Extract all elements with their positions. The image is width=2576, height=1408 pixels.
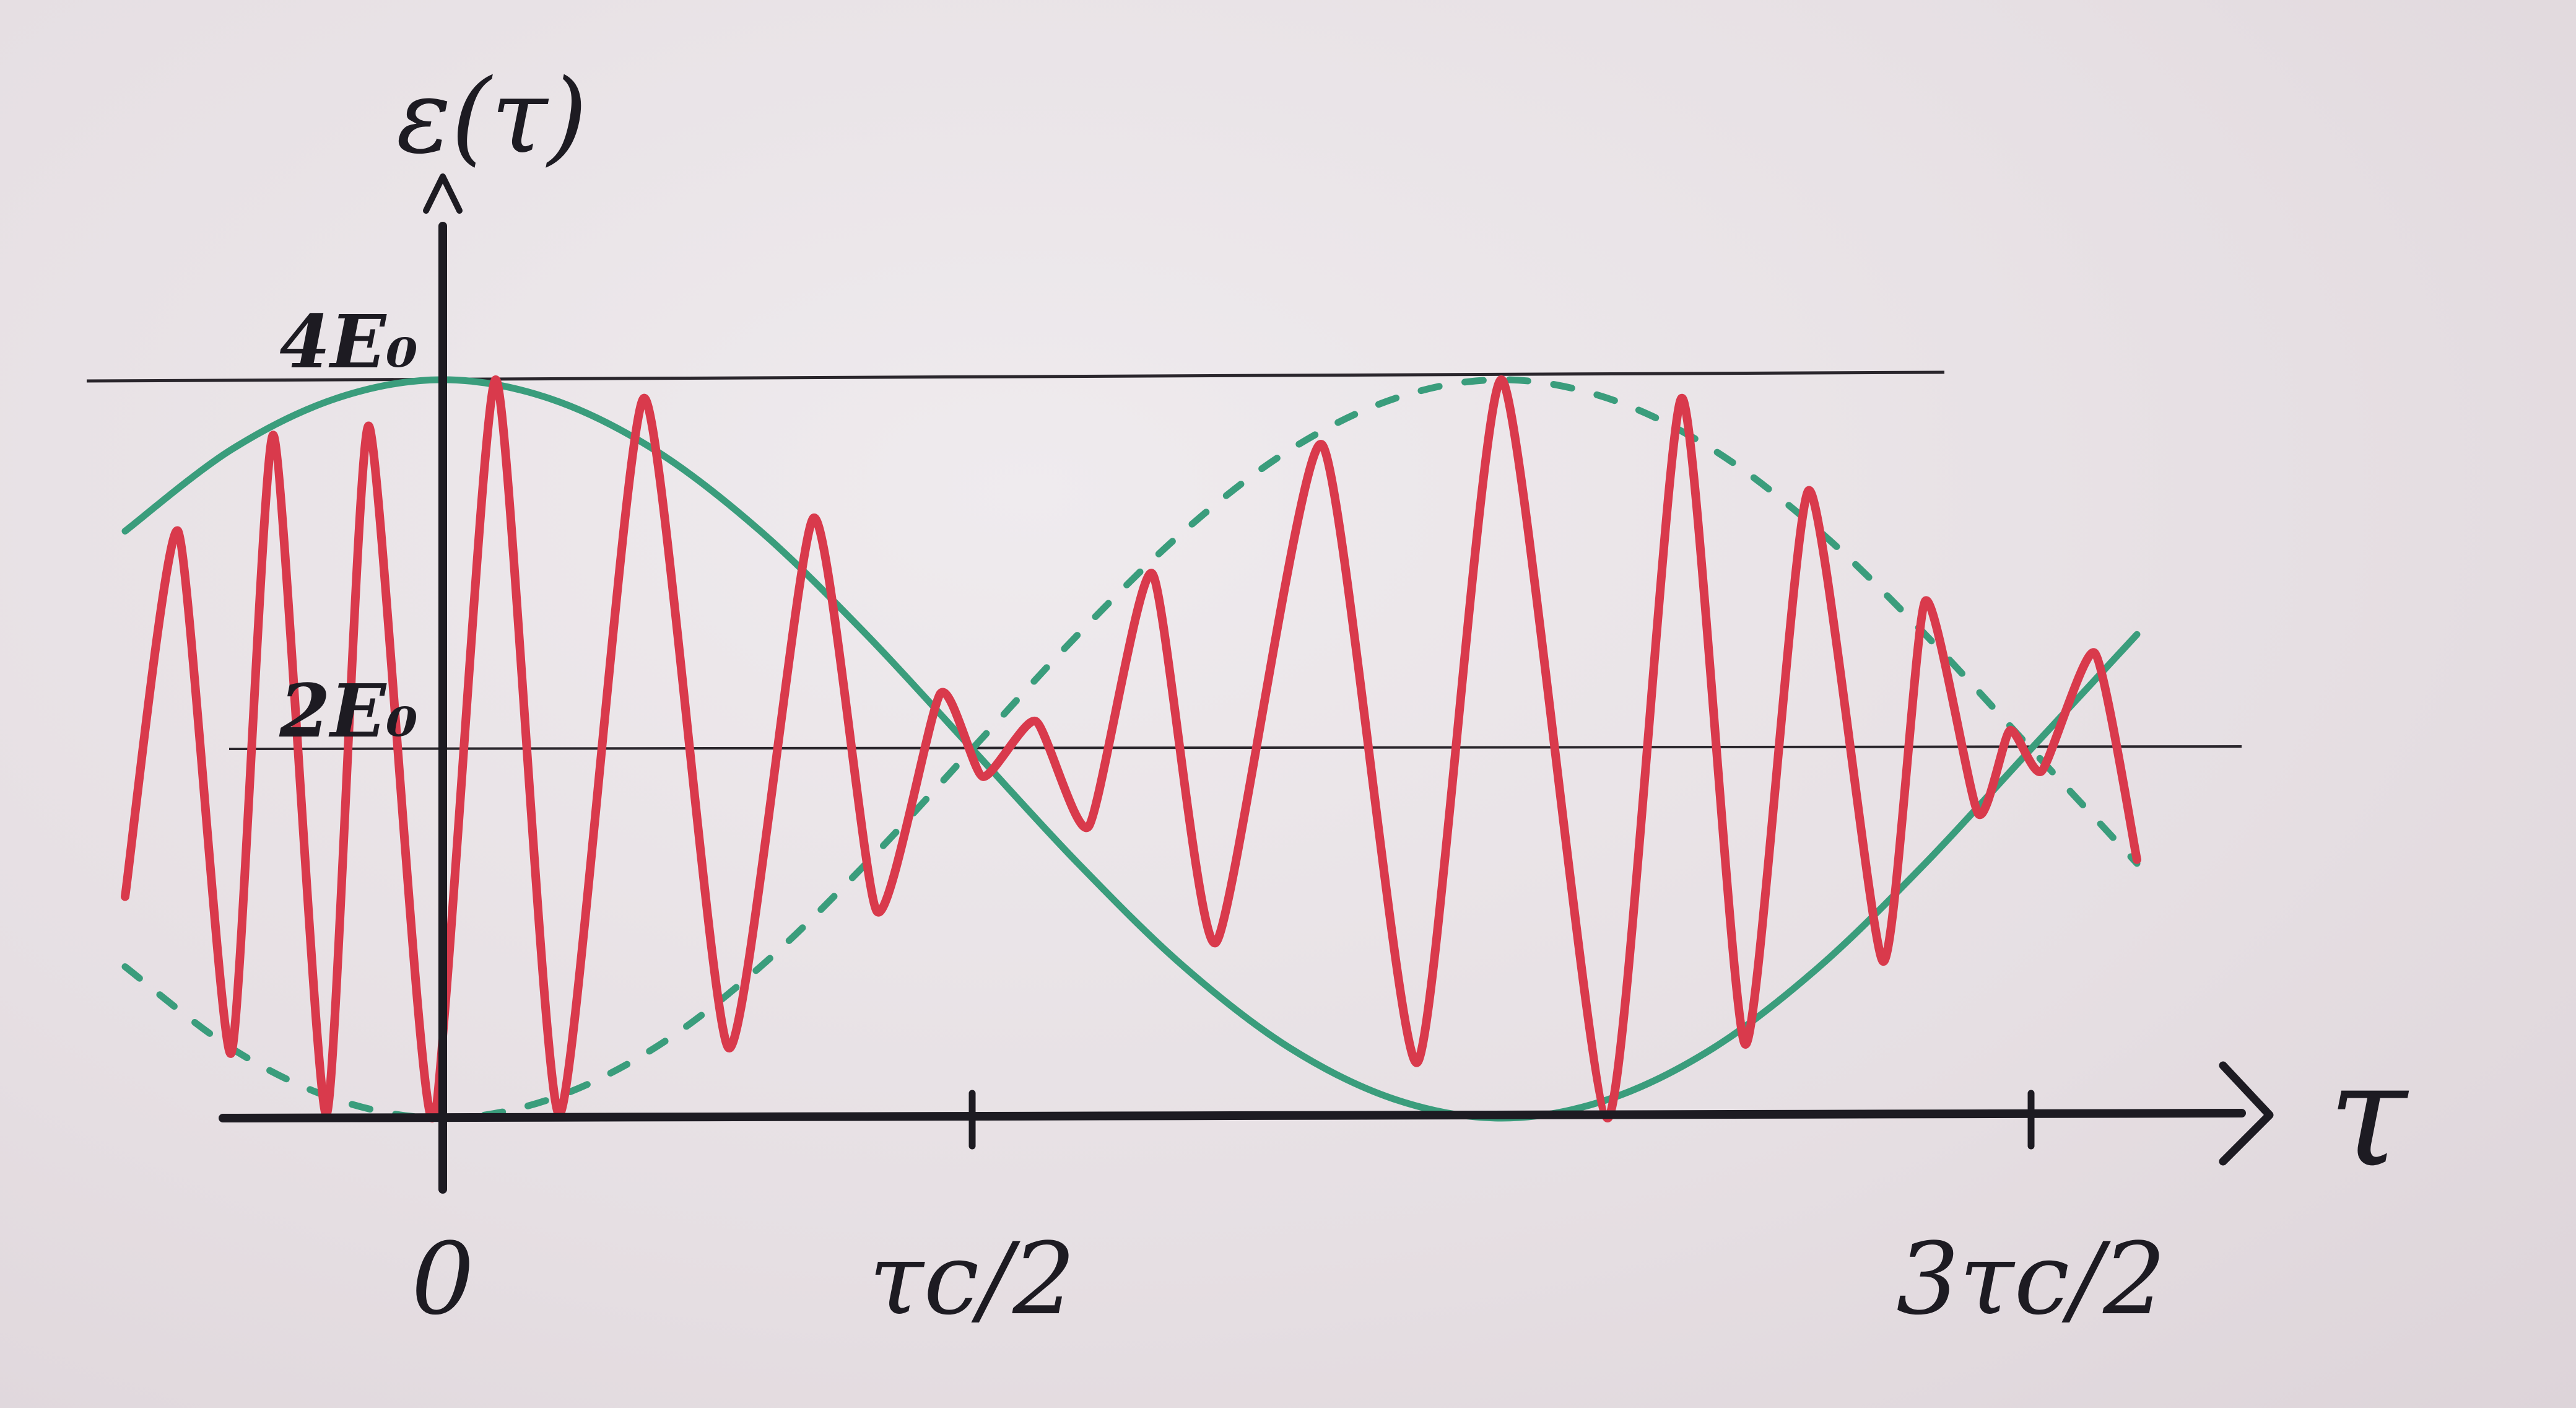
tick-labels: 0 τc/2 3τc/2 2E₀ 4E₀: [279, 299, 2166, 1337]
reference-line-4e0: [86, 370, 1945, 383]
x-tick-label: τc/2: [869, 1221, 1076, 1337]
signal-line: [121, 375, 2141, 1123]
x-tick-label: 3τc/2: [1896, 1221, 2166, 1337]
x-axis-line: [219, 1109, 2246, 1122]
x-tick-label: 0: [411, 1221, 474, 1337]
y-axis-arrowhead: [423, 173, 463, 214]
envelope-upper-line: [121, 376, 2141, 1122]
axis-labels: ε(τ) τ: [396, 57, 2409, 1199]
envelope-lower-line: [121, 376, 2141, 1122]
envelope-curves: [121, 376, 2141, 1122]
axes: [219, 173, 2274, 1194]
y-tick-label: 2E₀: [279, 668, 418, 754]
x-axis-label: τ: [2328, 1033, 2409, 1199]
signal-curve-group: [121, 375, 2141, 1123]
y-tick-label: 4E₀: [279, 299, 418, 385]
x-axis-arrowhead: [2219, 1061, 2274, 1166]
y-axis-label: ε(τ): [396, 57, 588, 176]
